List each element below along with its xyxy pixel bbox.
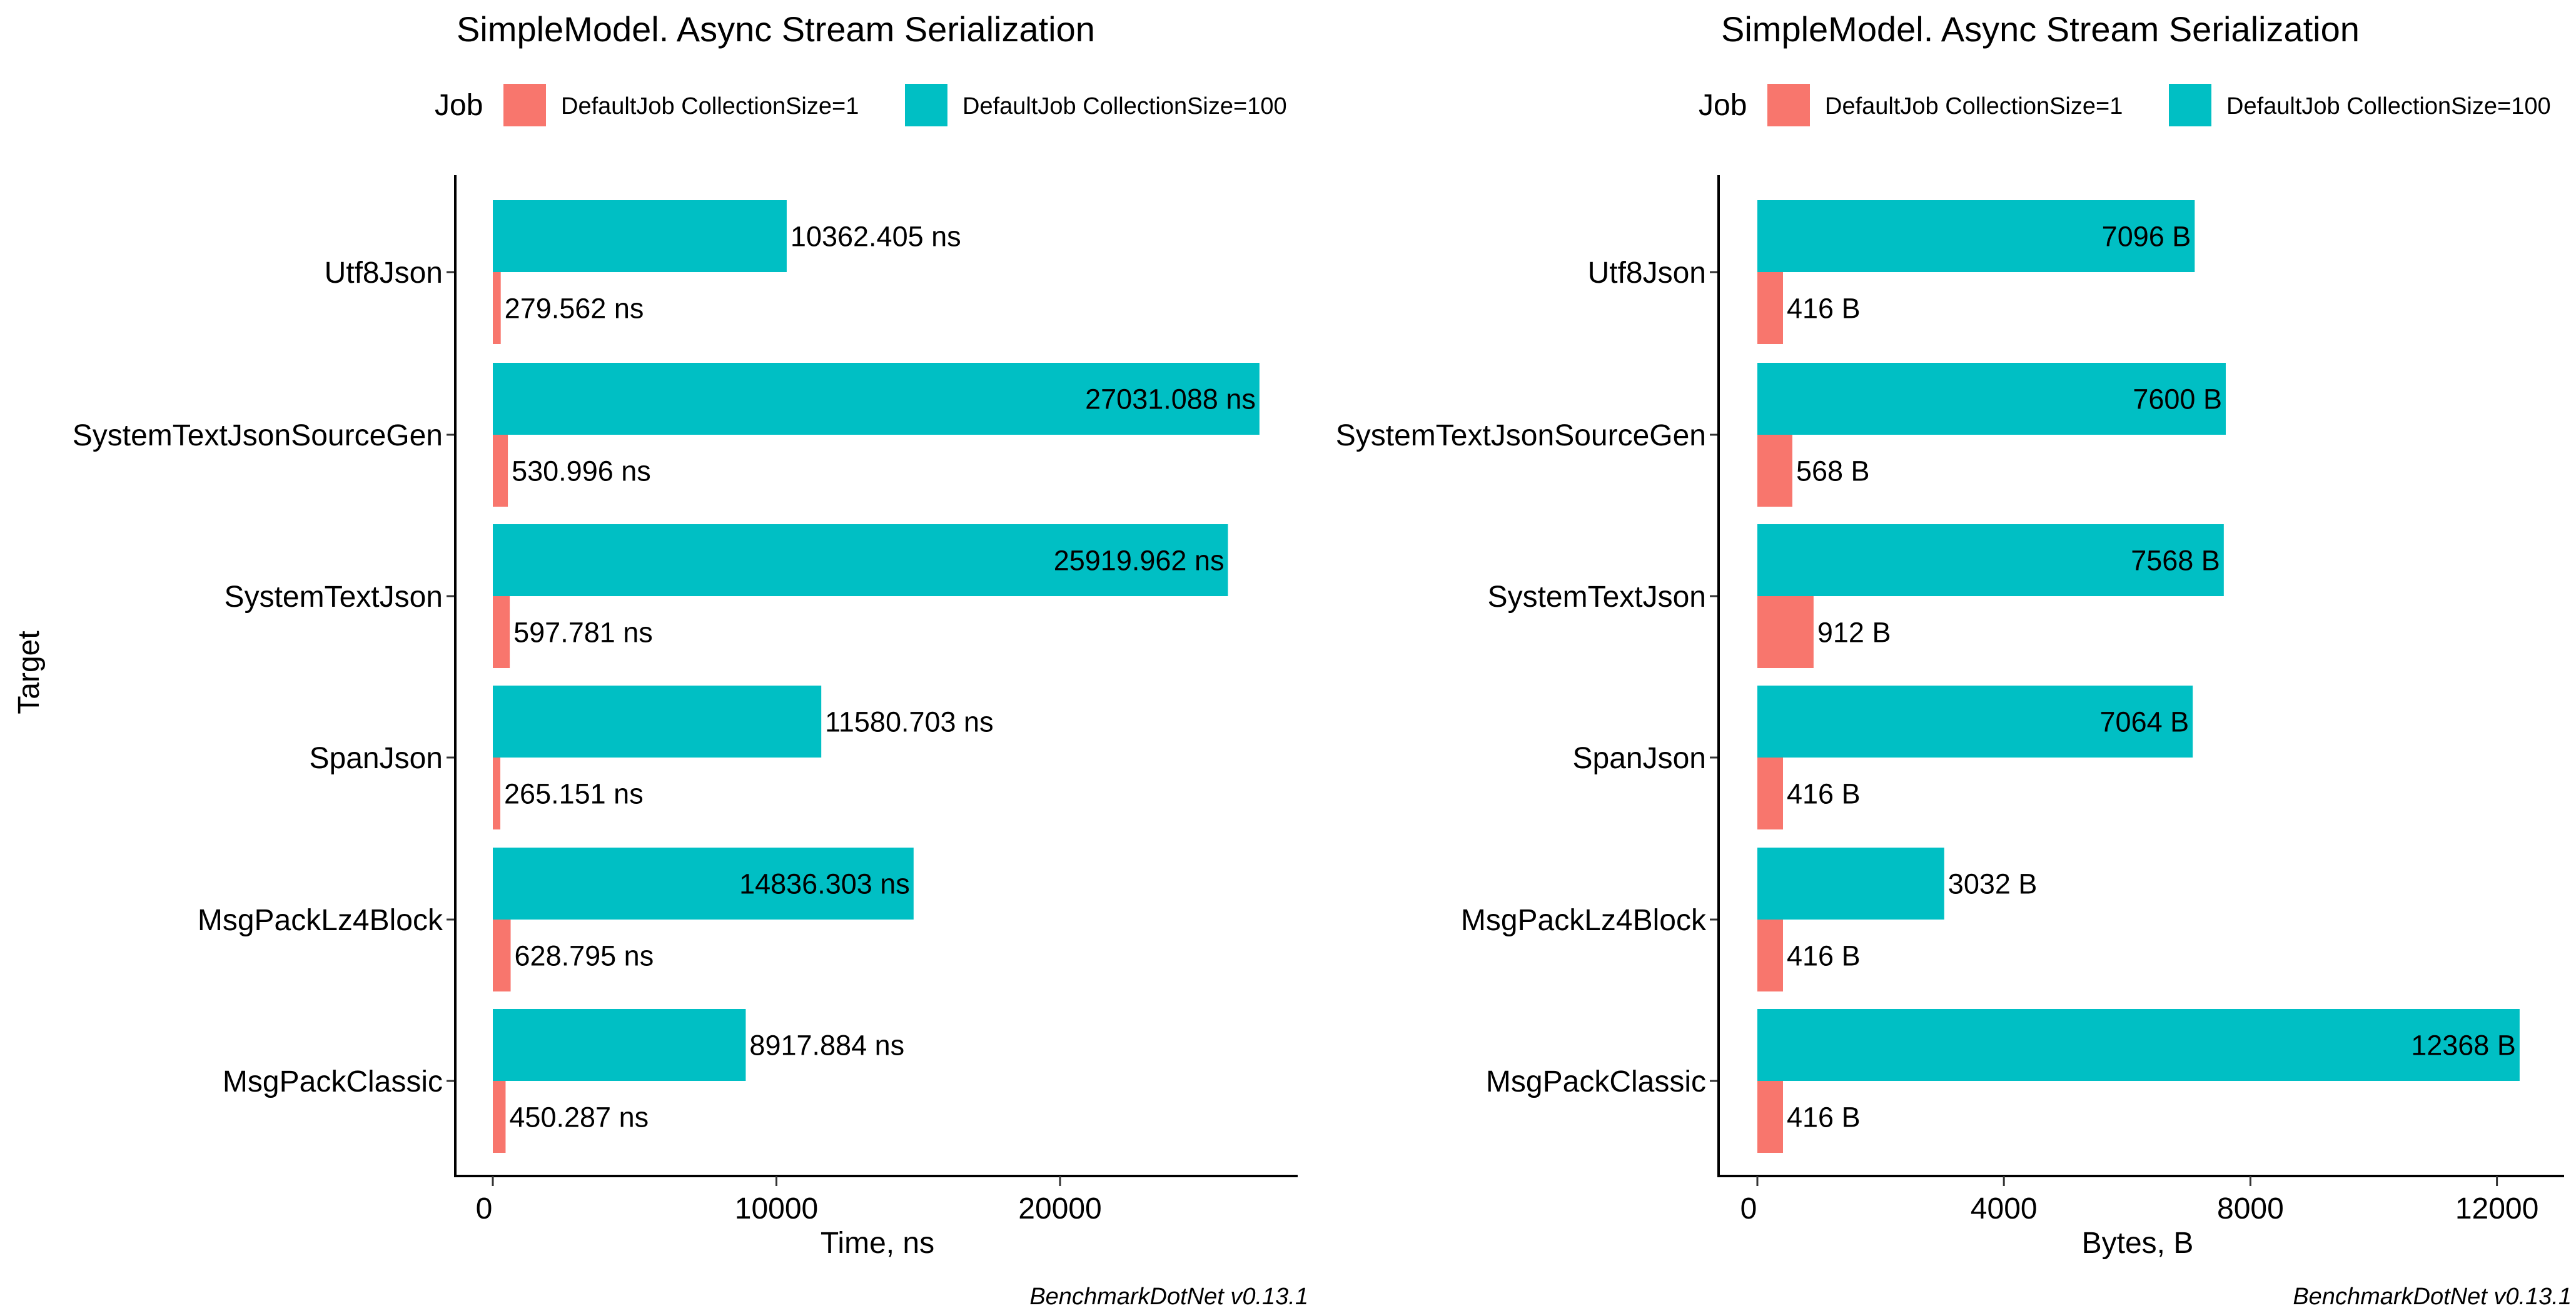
bar-value-label: 530.996 ns [512,455,651,487]
bar-value-label: 11580.703 ns [825,706,993,738]
bar-spanjson-size-100 [1757,686,2193,758]
bar-systemtextjson-size-100 [1757,524,2224,596]
legend-label: DefaultJob CollectionSize=100 [962,93,1287,119]
bar-msgpackclassic-size-1 [493,1081,506,1153]
bar-utf8json-size-1 [493,272,501,344]
bar-value-label: 628.795 ns [515,940,654,972]
bar-systemtextjsonsourcegen-size-100 [1757,363,2226,435]
caption: BenchmarkDotNet v0.13.1 [1029,1284,1308,1310]
y-tick-label: MsgPackClassic [223,1065,443,1098]
chart-title-time: SimpleModel. Async Stream Serialization [457,9,1095,49]
x-tick-label: 0 [1740,1192,1757,1225]
y-tick-label: SystemTextJsonSourceGen [1336,419,1706,452]
x-tick-label: 12000 [2455,1192,2538,1225]
bar-value-label: 14836.303 ns [739,868,910,900]
bar-msgpacklz4block-size-1 [493,920,511,991]
bar-value-label: 416 B [1787,1102,1861,1133]
y-tick-label: SystemTextJson [1488,580,1706,614]
bar-value-label: 279.562 ns [505,293,644,325]
legend-label: DefaultJob CollectionSize=1 [561,93,859,119]
bar-msgpacklz4block-size-100 [1757,848,1944,920]
legend-key-collection-size-1 [503,84,546,126]
bar-value-label: 568 B [1796,455,1870,487]
x-tick-label: 0 [476,1192,493,1225]
bar-value-label: 912 B [1817,617,1891,649]
chart-title-bytes: SimpleModel. Async Stream Serialization [1721,9,2360,49]
y-tick-label: SpanJson [1573,742,1707,775]
bar-value-label: 7064 B [2100,706,2190,738]
y-tick-label: Utf8Json [325,256,443,290]
legend-label: DefaultJob CollectionSize=100 [2226,93,2551,119]
bar-value-label: 265.151 ns [504,778,644,810]
bar-systemtextjson-size-1 [493,596,510,668]
bar-spanjson-size-1 [493,758,501,829]
legend-label: DefaultJob CollectionSize=1 [1825,93,2123,119]
legend-key-collection-size-1 [1767,84,1810,126]
bar-utf8json-size-100 [1757,200,2195,272]
y-tick-label: SpanJson [310,742,443,775]
caption: BenchmarkDotNet v0.13.1 [2293,1284,2572,1310]
bar-value-label: 416 B [1787,293,1861,325]
bar-msgpackclassic-size-100 [493,1009,746,1081]
bar-msgpacklz4block-size-1 [1757,920,1783,991]
y-tick-label: SystemTextJson [225,580,443,614]
legend-key-collection-size-100 [2169,84,2211,126]
y-tick-label: MsgPackLz4Block [1461,904,1707,937]
bar-utf8json-size-1 [1757,272,1783,344]
bar-msgpackclassic-size-100 [1757,1009,2520,1081]
bar-value-label: 416 B [1787,778,1861,810]
bar-value-label: 597.781 ns [513,617,653,649]
bar-systemtextjsonsourcegen-size-1 [493,435,508,507]
legend-key-collection-size-100 [905,84,947,126]
bar-value-label: 7096 B [2102,221,2191,253]
bar-value-label: 450.287 ns [509,1102,649,1133]
bar-systemtextjsonsourcegen-size-100 [493,363,1260,435]
bar-systemtextjson-size-1 [1757,596,1814,668]
x-tick-label: 4000 [1971,1192,2038,1225]
y-tick-label: Utf8Json [1588,256,1706,290]
bar-value-label: 12368 B [2411,1030,2516,1062]
bar-value-label: 10362.405 ns [790,221,961,253]
bar-systemtextjsonsourcegen-size-1 [1757,435,1792,507]
bar-value-label: 7568 B [2131,545,2220,577]
y-tick-label: MsgPackClassic [1486,1065,1706,1098]
legend-title: Job [435,89,483,122]
bar-value-label: 416 B [1787,940,1861,972]
legend-title: Job [1699,89,1747,122]
chart-panel-time: SimpleModel. Async Stream Serialization J… [73,9,1308,1310]
y-axis-title: Target [13,631,46,714]
bar-msgpackclassic-size-1 [1757,1081,1783,1153]
bar-value-label: 3032 B [1948,868,2038,900]
x-tick-label: 20000 [1018,1192,1101,1225]
x-tick-label: 10000 [735,1192,818,1225]
x-tick-label: 8000 [2217,1192,2284,1225]
bar-msgpacklz4block-size-100 [493,848,914,920]
bar-value-label: 25919.962 ns [1054,545,1225,577]
bar-value-label: 7600 B [2133,383,2222,415]
y-tick-label: MsgPackLz4Block [198,904,443,937]
x-axis-title-bytes: Bytes, B [2082,1227,2194,1260]
bar-spanjson-size-100 [493,686,822,758]
bar-spanjson-size-1 [1757,758,1783,829]
bar-value-label: 27031.088 ns [1085,383,1256,415]
y-tick-label: SystemTextJsonSourceGen [73,419,443,452]
x-axis-title-time: Time, ns [821,1227,934,1260]
chart-panel-bytes: SimpleModel. Async Stream Serialization J… [1336,9,2572,1310]
bar-utf8json-size-100 [493,200,787,272]
bar-value-label: 8917.884 ns [749,1030,904,1062]
bar-systemtextjson-size-100 [493,524,1228,596]
